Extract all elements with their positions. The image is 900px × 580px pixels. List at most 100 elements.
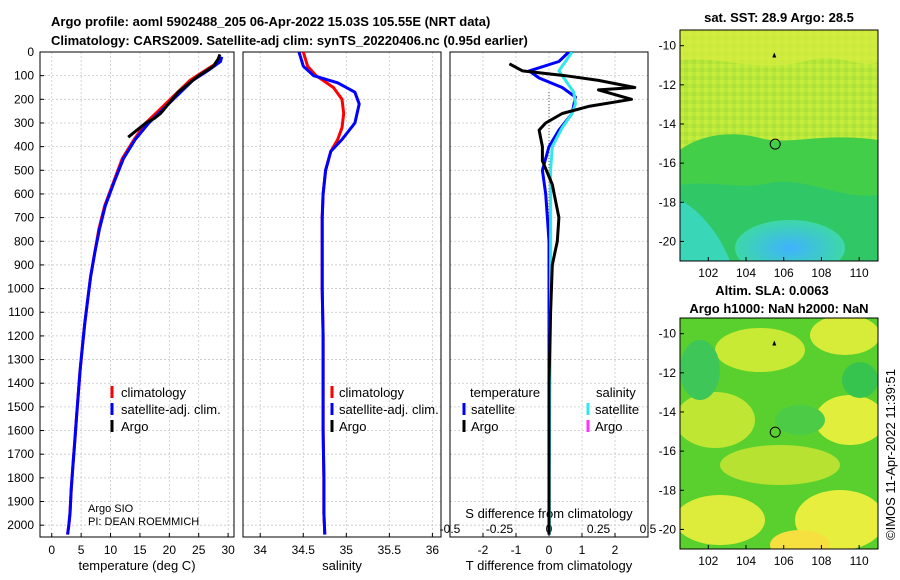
y-tick-label: 1600 [7,424,34,438]
map-x-tick-label: 106 [774,266,794,280]
diff-legend-ssat-label: satellite [595,402,639,417]
sal-legend-argo-label: Argo [339,419,366,434]
x-tick-label: 30 [221,543,235,557]
y-tick-label: 2000 [7,518,34,532]
argo-institution: Argo SIO [88,503,134,515]
map-y-tick-label: -12 [659,366,677,380]
y-tick-label: 1800 [7,471,34,485]
series-line-temperature-argo [508,62,637,535]
y-tick-label: 200 [14,92,34,106]
diff-legend-temperature-header: temperature [470,385,540,400]
diff-legend-sargo-label: Argo [595,419,622,434]
x-tick-label: 36 [426,543,440,557]
argo-position-marker [769,138,781,150]
x-tick-label: -2 [478,543,489,557]
x-tick-label: 1 [579,543,586,557]
sla-map-title2: Argo h1000: NaN h2000: NaN [689,301,868,316]
y-tick-label: 1400 [7,376,34,390]
sla-map-axes: 102 104 106 108 110 -10 -12 -14 -16 -18 -20 [659,327,869,568]
y-tick-label: 0 [27,45,34,59]
x-tick-label: 20 [163,543,177,557]
x-tick2-label: 0.25 [587,522,611,536]
map-y-tick-label: -18 [659,195,677,209]
figure-title-line2: Climatology: CARS2009. Satellite-adj cli… [51,33,528,48]
x-tick2-label: -0.5 [440,522,461,536]
sst-field [680,30,878,261]
temperature-panel: 0100200300400500600700800900100011001200… [7,45,235,573]
map-y-tick-label: -12 [659,78,677,92]
sla-map: Altim. SLA: 0.0063 Argo h1000: NaN h2000… [659,283,879,568]
x-tick-label: 35.5 [378,543,402,557]
y-tick-label: 1000 [7,282,34,296]
map-x-tick-label: 104 [736,554,756,568]
diff-legend-salinity-header: salinity [596,385,636,400]
map-x-tick-label: 102 [698,266,718,280]
x-tick-label: 34 [254,543,268,557]
x-axis-label: T difference from climatology [466,558,633,573]
plot-frame [242,51,442,538]
map-y-tick-label: -16 [659,444,677,458]
map-x-tick-label: 106 [774,554,794,568]
x-tick-label: 0 [546,543,553,557]
map-x-tick-label: 110 [850,266,869,280]
map-y-tick-label: -14 [659,405,677,419]
sla-field [680,318,878,549]
x-tick-label: -1 [511,543,522,557]
salinity-legend: climatology satellite-adj. clim. Argo [330,385,439,434]
triangle-marker-icon-2 [772,340,777,346]
x-axis-label: salinity [322,558,362,573]
x-tick-label: 35 [340,543,354,557]
y-tick-label: 1700 [7,447,34,461]
y-tick-label: 100 [14,69,34,83]
y-tick-label: 1300 [7,353,34,367]
map-x-tick-label: 110 [850,554,869,568]
series-line-satellite-adj-clim- [297,52,361,535]
y-tick-label: 500 [14,163,34,177]
map-y-tick-label: -10 [659,327,677,341]
map-y-tick-label: -14 [659,117,677,131]
y-tick-label: 700 [14,211,34,225]
sal-legend-satellite-label: satellite-adj. clim. [339,402,439,417]
figure-title-line1: Argo profile: aoml 5902488_205 06-Apr-20… [51,14,490,29]
argo-pi: PI: DEAN ROEMMICH [88,516,199,528]
difference-legend: temperature salinity satellite Argo sate… [462,385,639,434]
map-x-tick-label: 108 [811,266,831,280]
legend-argo-label: Argo [121,419,148,434]
x-tick2-label: -0.25 [486,522,514,536]
y-tick-label: 600 [14,187,34,201]
x-tick-label: 5 [78,543,85,557]
map-x-tick-label: 104 [736,266,756,280]
x-tick-label: 34.5 [292,543,316,557]
y-tick-label: 1100 [8,305,34,319]
map-y-tick-label: -20 [659,234,677,248]
map-x-tick-label: 108 [811,554,831,568]
map-y-tick-label: -10 [659,39,677,53]
map-x-tick-label: 102 [698,554,718,568]
temperature-legend: climatology satellite-adj. clim. Argo Ar… [88,385,221,528]
diff-legend-tsat-label: satellite [471,402,515,417]
diff-legend-targo-label: Argo [471,419,498,434]
y-tick-label: 800 [14,234,34,248]
x-axis-label: temperature (deg C) [78,558,195,573]
argo-position-marker-2 [769,426,781,438]
legend-climatology-label: climatology [121,385,187,400]
x-tick-label: 25 [192,543,206,557]
sst-map-axes: 102 104 106 108 110 -10 -12 -14 -16 -18 -20 [659,39,869,280]
imos-timestamp: ©IMOS 11-Apr-2022 11:39:51 [883,369,898,540]
y-tick-label: 1200 [7,329,34,343]
x-tick-label: 0 [48,543,55,557]
map-y-tick-label: -18 [659,483,677,497]
sst-map: sat. SST: 28.9 Argo: 28.5 102 104 106 108 11… [659,10,879,280]
y-tick-label: 300 [14,116,34,130]
salinity-panel: 34 34.5 35 35.5 36 salinity [242,51,442,573]
y-tick-label: 900 [14,258,34,272]
plot-frame [39,51,235,538]
map-y-tick-label: -20 [659,522,677,536]
legend-satellite-label: satellite-adj. clim. [121,402,221,417]
x-tick-label: 2 [612,543,619,557]
y-tick-label: 1500 [7,400,34,414]
triangle-marker-icon [772,52,777,58]
y-tick-label: 400 [14,140,34,154]
